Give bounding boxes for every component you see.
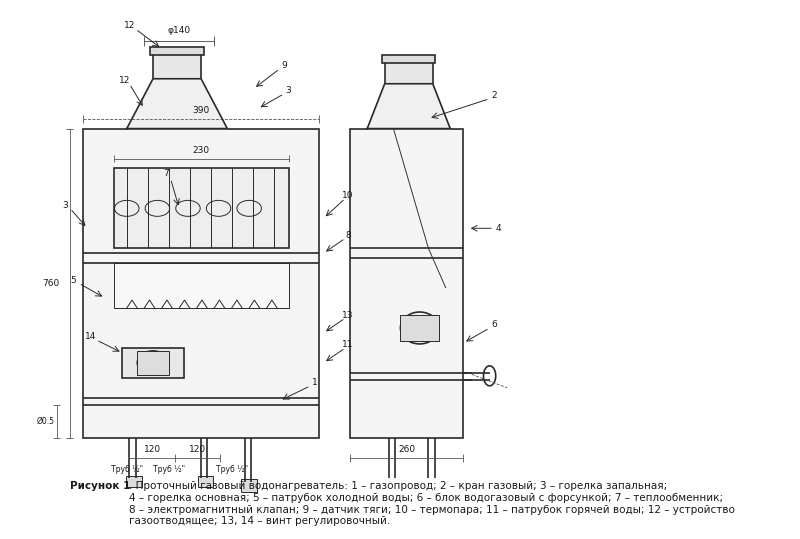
- Text: 2: 2: [491, 91, 497, 100]
- Polygon shape: [126, 79, 227, 129]
- Bar: [401, 315, 439, 341]
- Text: 120: 120: [189, 445, 206, 454]
- Text: Труб ½": Труб ½": [110, 465, 143, 474]
- Text: 390: 390: [193, 106, 210, 115]
- Text: 12: 12: [118, 76, 130, 85]
- Text: 120: 120: [143, 445, 161, 454]
- Text: 4: 4: [495, 224, 501, 233]
- Text: 9: 9: [282, 61, 287, 70]
- Bar: [150, 47, 204, 55]
- Bar: [242, 479, 257, 493]
- Bar: [382, 55, 435, 63]
- Text: 1: 1: [312, 378, 318, 388]
- Text: 11: 11: [342, 341, 354, 349]
- Text: Труб ½": Труб ½": [153, 465, 185, 474]
- Bar: [83, 129, 319, 438]
- Polygon shape: [367, 84, 450, 129]
- Bar: [153, 54, 201, 79]
- Bar: [198, 475, 214, 487]
- Bar: [114, 169, 289, 248]
- Text: Рисунок 1: Рисунок 1: [70, 481, 130, 492]
- Bar: [138, 351, 169, 375]
- Text: 14: 14: [86, 333, 97, 341]
- Text: Ø0.5: Ø0.5: [37, 417, 54, 426]
- Text: 760: 760: [42, 279, 59, 288]
- Text: 260: 260: [398, 445, 415, 454]
- Text: 230: 230: [193, 146, 210, 155]
- Text: 10: 10: [342, 191, 354, 200]
- Text: 12: 12: [124, 22, 135, 30]
- Bar: [122, 348, 183, 378]
- Bar: [126, 475, 142, 487]
- Text: . Проточный газовый водонагреватель: 1 – газопровод; 2 – кран газовый; 3 – горел: . Проточный газовый водонагреватель: 1 –…: [130, 481, 735, 526]
- Text: 7: 7: [163, 169, 169, 178]
- Text: 5: 5: [70, 275, 76, 285]
- Text: 8: 8: [345, 231, 351, 240]
- Text: 3: 3: [62, 201, 67, 210]
- Text: Труб ½": Труб ½": [216, 465, 248, 474]
- Text: 13: 13: [342, 310, 354, 320]
- Bar: [114, 263, 289, 308]
- Bar: [385, 62, 433, 84]
- Text: 3: 3: [286, 86, 291, 95]
- Text: φ140: φ140: [168, 26, 190, 36]
- Bar: [350, 129, 463, 438]
- Text: 6: 6: [491, 321, 497, 329]
